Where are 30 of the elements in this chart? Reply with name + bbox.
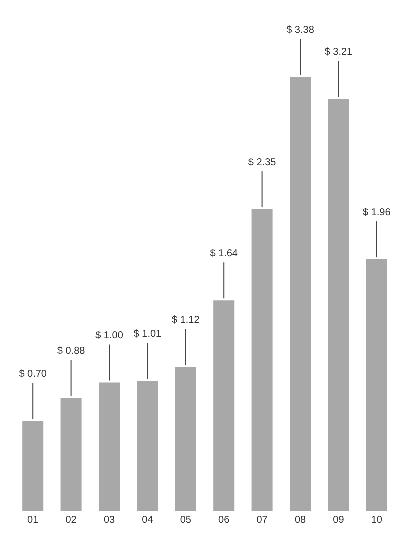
x-tick-label: 01 — [28, 514, 40, 526]
data-label: $ 1.12 — [172, 315, 200, 326]
x-tick-label: 02 — [66, 514, 78, 526]
data-label: $ 0.70 — [19, 368, 48, 380]
bar — [366, 260, 388, 511]
data-label: $ 2.35 — [248, 157, 277, 168]
x-tick-label: 05 — [180, 514, 192, 526]
bar — [175, 367, 196, 511]
bar — [60, 398, 82, 511]
bar — [290, 77, 312, 511]
bar — [214, 300, 235, 511]
bar — [252, 210, 273, 511]
bar — [22, 421, 44, 511]
data-label: $ 1.64 — [210, 248, 238, 260]
data-label: $ 1.00 — [96, 330, 124, 342]
x-tick-label: 06 — [218, 514, 230, 526]
bar — [137, 381, 158, 511]
x-tick-label: 09 — [333, 514, 345, 526]
x-tick-label: 04 — [142, 514, 154, 526]
x-tick-label: 08 — [294, 514, 306, 526]
data-label: $ 3.38 — [286, 25, 315, 36]
bar — [328, 99, 350, 511]
x-tick-label: 10 — [371, 514, 383, 526]
x-tick-label: 07 — [256, 514, 268, 526]
data-label: $ 0.88 — [57, 346, 86, 357]
data-label: $ 1.01 — [134, 329, 162, 340]
bar — [98, 382, 120, 511]
x-tick-label: 03 — [104, 514, 116, 526]
data-label: $ 3.21 — [324, 46, 354, 58]
data-label: $ 1.96 — [362, 207, 392, 218]
